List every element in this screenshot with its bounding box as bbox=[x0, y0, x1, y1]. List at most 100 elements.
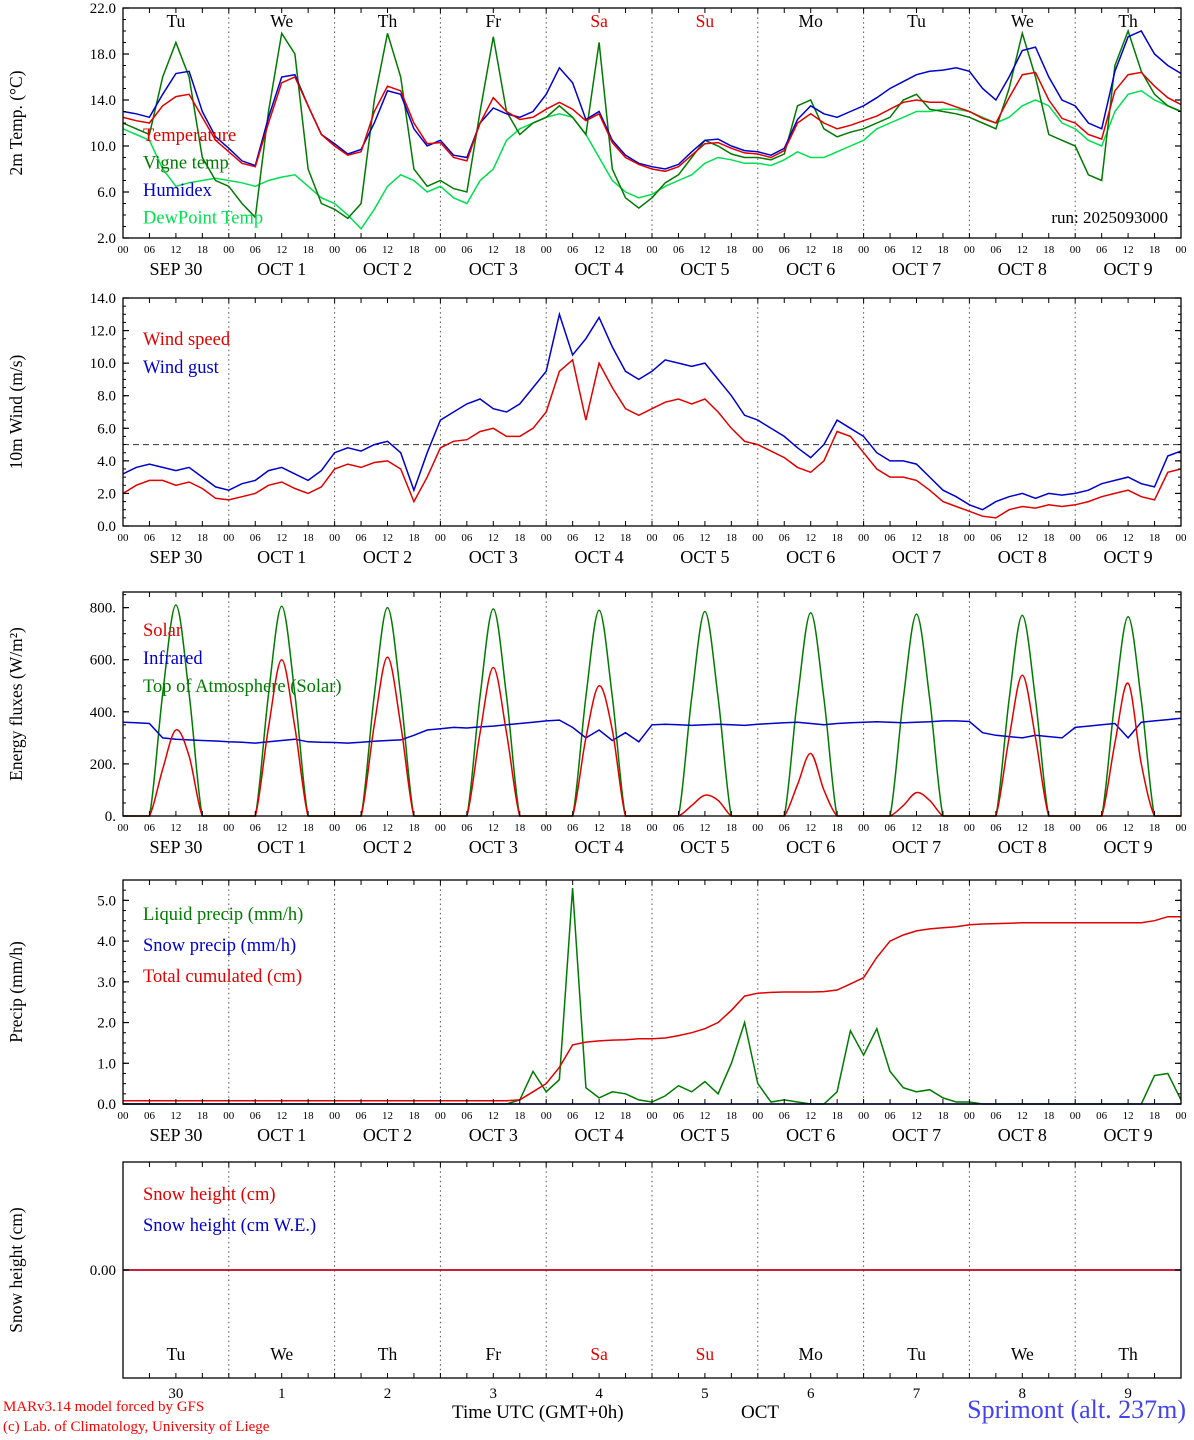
hour-tick-label: 12 bbox=[1123, 532, 1134, 544]
legend: Temperature Vigne temp Humidex DewPoint Tem… bbox=[143, 126, 263, 229]
hour-tick-label: 12 bbox=[911, 1110, 922, 1122]
hour-tick-label: 06 bbox=[990, 822, 1002, 834]
y-tick-label: 4.0 bbox=[97, 454, 116, 470]
day-name-label: Tu bbox=[166, 1344, 185, 1364]
hour-tick-label: 12 bbox=[911, 244, 922, 256]
hour-tick-label: 06 bbox=[673, 1110, 685, 1122]
hour-tick-label: 00 bbox=[118, 1110, 130, 1122]
y-ticks: 0.00 bbox=[90, 1263, 1181, 1279]
y-axis-title: Snow height (cm) bbox=[6, 1207, 26, 1333]
hour-tick-label: 00 bbox=[647, 244, 659, 256]
hour-tick-label: 00 bbox=[541, 244, 553, 256]
hour-tick-label: 00 bbox=[329, 532, 341, 544]
hour-tick-label: 18 bbox=[832, 822, 844, 834]
hour-tick-label: 18 bbox=[1149, 822, 1161, 834]
legend-item: Temperature bbox=[143, 126, 236, 146]
station-label: Sprimont (alt. 237m) bbox=[967, 1395, 1186, 1424]
hour-tick-label: 18 bbox=[832, 1110, 844, 1122]
hour-tick-label: 06 bbox=[356, 244, 368, 256]
date-label: OCT 6 bbox=[786, 1125, 835, 1145]
date-label: OCT 1 bbox=[257, 259, 306, 279]
hour-tick-label: 12 bbox=[594, 822, 605, 834]
midnight-gridlines bbox=[228, 8, 1076, 238]
hour-tick-label: 00 bbox=[858, 822, 870, 834]
hour-tick-label: 06 bbox=[250, 244, 262, 256]
y-ticks: 0.0 1.0 2.0 3.0 4.0 5.0 bbox=[97, 879, 1181, 1113]
hour-tick-label: 00 bbox=[329, 822, 341, 834]
hour-tick-label: 18 bbox=[197, 532, 209, 544]
hour-tick-label: 18 bbox=[620, 822, 632, 834]
hour-tick-label: 06 bbox=[673, 822, 685, 834]
day-name-label: Tu bbox=[166, 11, 185, 31]
hour-tick-label: 18 bbox=[1149, 532, 1161, 544]
hour-tick-label: 06 bbox=[250, 532, 262, 544]
day-number-label: 5 bbox=[701, 1386, 709, 1402]
hour-tick-label: 12 bbox=[699, 822, 710, 834]
date-labels: SEP 30 OCT 1 OCT 2 OCT 3 OCT 4 OCT 5 OCT 6 OCT … bbox=[149, 837, 1152, 857]
hour-tick-label: 18 bbox=[620, 1110, 632, 1122]
wind-gust-line bbox=[123, 311, 1181, 511]
hour-tick-label: 18 bbox=[1043, 532, 1055, 544]
y-tick-label: 800. bbox=[90, 601, 116, 617]
x-ticks bbox=[122, 592, 1182, 816]
hour-tick-label: 00 bbox=[541, 1110, 553, 1122]
hour-tick-label: 12 bbox=[1123, 1110, 1134, 1122]
hour-tick-label: 06 bbox=[1096, 822, 1108, 834]
date-label: SEP 30 bbox=[149, 259, 202, 279]
hour-tick-label: 12 bbox=[805, 244, 816, 256]
day-name-label: Fr bbox=[486, 1344, 502, 1364]
date-label: OCT 2 bbox=[363, 1125, 412, 1145]
hour-tick-label: 06 bbox=[1096, 1110, 1108, 1122]
y-tick-label: 6.0 bbox=[97, 421, 116, 437]
hour-tick-label: 12 bbox=[382, 244, 393, 256]
day-number-label: 2 bbox=[384, 1386, 392, 1402]
hour-tick-label: 18 bbox=[408, 244, 420, 256]
hour-tick-label: 06 bbox=[567, 822, 579, 834]
hour-tick-label: 18 bbox=[726, 532, 738, 544]
date-label: OCT 6 bbox=[786, 259, 835, 279]
hour-tick-label: 06 bbox=[461, 244, 473, 256]
hour-tick-label: 00 bbox=[1176, 1110, 1188, 1122]
day-number-label: 4 bbox=[595, 1386, 603, 1402]
y-tick-label: 2.0 bbox=[97, 231, 116, 247]
panel-wind10m: 0.0 2.0 4.0 6.0 8.0 10.0 12.0 14.0 00 06 12 18 00 06 1… bbox=[6, 291, 1187, 567]
hour-tick-label: 06 bbox=[144, 244, 156, 256]
y-axis-title: Energy fluxes (W/m²) bbox=[6, 627, 26, 781]
day-name-label: Th bbox=[1118, 11, 1138, 31]
hour-tick-label: 00 bbox=[752, 532, 764, 544]
x-hour-labels: 00 06 12 18 00 06 12 18 00 06 12 18 00 06 12 18 00 06 12 18… bbox=[118, 1110, 1188, 1122]
x-hour-labels: 00 06 12 18 00 06 12 18 00 06 12 18 00 06 12 18 00 06 12 18… bbox=[118, 822, 1188, 834]
hour-tick-label: 06 bbox=[779, 532, 791, 544]
hour-tick-label: 18 bbox=[197, 244, 209, 256]
date-label: OCT 8 bbox=[998, 837, 1047, 857]
hour-tick-label: 00 bbox=[435, 822, 447, 834]
hour-tick-label: 06 bbox=[250, 1110, 262, 1122]
day-number-label: 6 bbox=[807, 1386, 815, 1402]
y-axis-title: Precip (mm/h) bbox=[6, 941, 26, 1043]
hour-tick-label: 12 bbox=[805, 532, 816, 544]
hour-tick-label: 06 bbox=[356, 1110, 368, 1122]
hour-tick-label: 06 bbox=[673, 244, 685, 256]
midnight-gridlines bbox=[228, 880, 1076, 1104]
date-label: OCT 5 bbox=[680, 1125, 729, 1145]
day-name-label: We bbox=[1011, 11, 1034, 31]
date-label: OCT 9 bbox=[1104, 837, 1153, 857]
hour-tick-label: 06 bbox=[356, 822, 368, 834]
hour-tick-label: 18 bbox=[408, 1110, 420, 1122]
date-label: OCT 3 bbox=[469, 837, 518, 857]
hour-tick-label: 06 bbox=[885, 1110, 897, 1122]
legend-item: Wind speed bbox=[143, 330, 231, 350]
date-label: OCT 7 bbox=[892, 837, 941, 857]
legend-item: Vigne temp bbox=[143, 154, 229, 174]
legend-item: Snow precip (mm/h) bbox=[143, 936, 296, 956]
y-ticks: 0.0 2.0 4.0 6.0 8.0 10.0 12.0 14.0 bbox=[90, 291, 1181, 535]
day-name-label: Fr bbox=[486, 11, 502, 31]
day-name-label: Tu bbox=[907, 11, 926, 31]
day-name-label: Mo bbox=[799, 1344, 824, 1364]
legend-item: Solar bbox=[143, 621, 182, 641]
hour-tick-label: 00 bbox=[1176, 822, 1188, 834]
hour-tick-label: 06 bbox=[990, 532, 1002, 544]
legend: Wind speed Wind gust bbox=[143, 330, 231, 378]
day-name-label: Tu bbox=[907, 1344, 926, 1364]
date-label: OCT 3 bbox=[469, 259, 518, 279]
